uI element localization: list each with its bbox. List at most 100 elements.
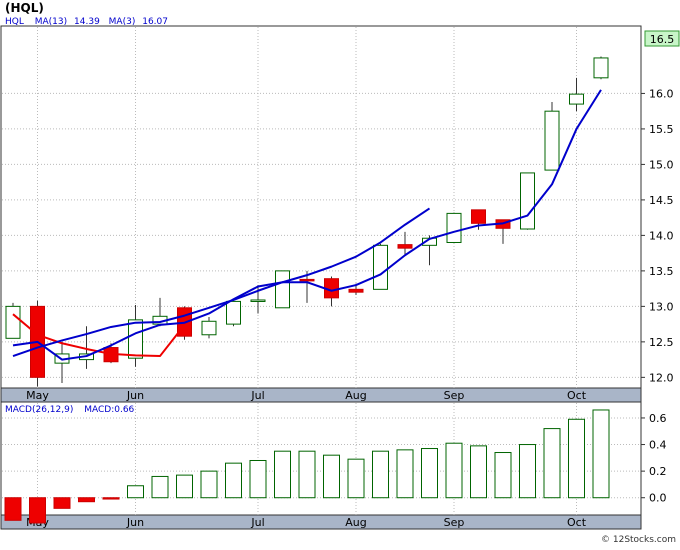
last-price-label: 16.5 xyxy=(650,33,675,46)
macd-bar-positive xyxy=(592,409,610,499)
legend-ma3-value: 16.07 xyxy=(142,17,168,27)
macd-bar-positive xyxy=(494,452,512,499)
macd-month-label: Jun xyxy=(126,516,144,529)
price-y-tick-label: 13.5 xyxy=(649,265,674,278)
macd-bar-negative xyxy=(102,497,120,500)
price-y-tick-label: 15.5 xyxy=(649,123,674,136)
macd-bar-positive xyxy=(274,450,291,499)
candles xyxy=(5,56,609,387)
candle-body xyxy=(593,57,609,79)
candle-down xyxy=(299,270,315,303)
macd-bar-positive xyxy=(372,450,389,499)
price-y-tick-label: 14.5 xyxy=(649,194,674,207)
macd-bar-negative xyxy=(29,497,46,524)
candle-down xyxy=(30,300,45,387)
macd-month-label: Sep xyxy=(444,516,465,529)
candle-body xyxy=(471,209,486,224)
candle-up xyxy=(446,212,462,243)
macd-bar-positive xyxy=(151,475,169,499)
macd-bars xyxy=(4,409,610,524)
candle-up xyxy=(593,56,609,80)
last-price-box xyxy=(644,30,680,47)
price-x-axis: May Jun Jul Aug Sep Oct xyxy=(26,389,587,402)
macd-bar-positive xyxy=(568,418,585,499)
candle-body xyxy=(373,244,388,290)
macd-month-label: Jul xyxy=(250,516,264,529)
macd-bar-negative xyxy=(53,497,71,509)
macd-bar-positive xyxy=(445,442,463,499)
macd-label: MACD(26,12,9) xyxy=(5,405,73,415)
candle-body xyxy=(5,305,21,339)
macd-y-tick-label: 0.6 xyxy=(649,412,667,425)
macd-month-label: Oct xyxy=(567,516,587,529)
price-x-axis-band xyxy=(0,387,642,403)
candle-body xyxy=(226,300,241,325)
macd-legend: MACD(26,12,9) MACD:0.66 xyxy=(5,405,135,415)
candle-body xyxy=(275,270,290,309)
candle-body xyxy=(299,278,315,282)
macd-month-label: Aug xyxy=(345,516,366,529)
macd-bar-positive xyxy=(225,462,242,499)
legend-ma3-label: MA(3) xyxy=(109,17,136,27)
macd-y-tick-label: 0.4 xyxy=(649,439,667,452)
price-y-tick-label: 12.5 xyxy=(649,336,674,349)
candle-body xyxy=(348,288,364,293)
price-y-tick-label: 14.0 xyxy=(649,229,674,242)
macd-bar-positive xyxy=(323,454,340,499)
price-y-tick-label: 16.0 xyxy=(649,87,674,100)
candle-down xyxy=(397,231,413,256)
candle-up xyxy=(128,304,143,367)
legend-ma13-label: MA(13) xyxy=(35,17,67,27)
macd-bar-negative xyxy=(78,497,95,503)
macd-y-tick-label: 0.2 xyxy=(649,465,667,478)
macd-value-label: MACD:0.66 xyxy=(84,405,134,415)
macd-bar-positive xyxy=(519,444,536,499)
macd-bar-positive xyxy=(127,485,144,499)
candle-body xyxy=(128,319,143,359)
candle-up xyxy=(520,172,535,230)
candle-body xyxy=(544,110,560,171)
price-y-tick-label: 13.0 xyxy=(649,300,674,313)
macd-bar-positive xyxy=(249,459,267,499)
price-month-label: Sep xyxy=(444,389,465,402)
price-month-label: Oct xyxy=(567,389,587,402)
macd-bar-positive xyxy=(470,445,487,499)
macd-bar-positive xyxy=(347,458,365,499)
price-month-label: Jun xyxy=(126,389,144,402)
candle-up xyxy=(275,270,290,309)
macd-bar-positive xyxy=(421,448,438,499)
macd-bar-positive xyxy=(543,428,561,499)
price-month-label: Jul xyxy=(250,389,264,402)
price-y-tick-label: 12.0 xyxy=(649,371,674,384)
macd-bar-positive xyxy=(176,474,193,499)
candle-up xyxy=(373,243,388,290)
legend-ma13-value: 14.39 xyxy=(74,17,100,27)
price-y-tick-label: 15.0 xyxy=(649,158,674,171)
price-month-label: May xyxy=(26,389,49,402)
candle-body xyxy=(397,244,413,249)
price-y-axis: 12.0 12.5 13.0 13.5 14.0 14.5 15.0 15.5 16.0 xyxy=(641,87,674,384)
watermark: © 12Stocks.com xyxy=(601,535,676,545)
candle-up xyxy=(226,299,241,327)
macd-bar-positive xyxy=(298,450,316,499)
candle-body xyxy=(201,320,217,336)
macd-y-tick-label: 0.0 xyxy=(649,492,667,505)
macd-x-axis-band xyxy=(0,514,642,530)
candle-body xyxy=(250,299,266,302)
moving-average-lines xyxy=(12,89,602,361)
candle-body xyxy=(446,212,462,243)
legend-symbol: HQL xyxy=(5,17,24,27)
chart-title: (HQL) xyxy=(5,1,44,15)
macd-bar-positive xyxy=(396,449,414,499)
legend: HQL MA(13) 14.39 MA(3) 16.07 xyxy=(5,17,168,27)
candle-up xyxy=(201,317,217,339)
ma3-line xyxy=(12,207,431,358)
candle-up xyxy=(569,77,584,112)
macd-bar-negative xyxy=(4,497,22,521)
price-month-label: Aug xyxy=(345,389,366,402)
macd-bar-positive xyxy=(200,470,218,499)
candle-up xyxy=(5,302,21,339)
price-panel xyxy=(0,25,642,389)
ma13-line xyxy=(12,89,602,361)
